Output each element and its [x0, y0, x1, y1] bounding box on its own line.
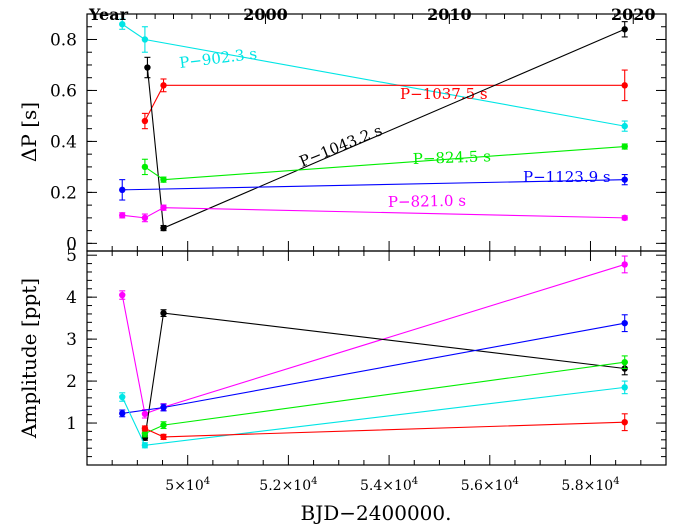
- x-tick-times: ×10: [483, 478, 513, 494]
- top-point: [621, 214, 628, 222]
- bottom-point: [119, 393, 126, 401]
- x-tick-label: 5.4×104: [360, 476, 418, 494]
- x-tick-label: 5.2×104: [259, 476, 317, 494]
- series-label: P−824.5 s: [413, 147, 492, 168]
- top-point: [621, 122, 628, 130]
- bottom-point: [160, 421, 167, 429]
- top-point: [621, 82, 628, 89]
- top-ytick-label: 0.2: [50, 183, 77, 203]
- bottom-series-line: [121, 263, 625, 415]
- x-tick-label: 5.6×104: [461, 476, 519, 494]
- bottom-point: [141, 425, 149, 432]
- x-tick-mantissa: 5.8: [561, 478, 583, 494]
- bottom-ytick-label: 1: [66, 414, 77, 434]
- top-ytick-label: 0.6: [50, 81, 77, 101]
- series-label: P−821.0 s: [388, 192, 466, 211]
- top-point: [621, 26, 628, 33]
- bottom-ytick-label: 5: [66, 246, 77, 266]
- top-point: [621, 143, 628, 150]
- bottom-point: [621, 358, 628, 366]
- top-point: [160, 176, 167, 183]
- top-point: [141, 36, 149, 43]
- x-tick-times: ×10: [282, 478, 312, 494]
- series-label: P−1037.5 s: [400, 85, 488, 103]
- top-ytick-label: 0.4: [50, 132, 77, 152]
- x-tick-times: ×10: [174, 478, 204, 494]
- top-point: [144, 64, 151, 71]
- x-tick-times: ×10: [584, 478, 614, 494]
- bottom-panel-series: [119, 255, 628, 449]
- bottom-point: [141, 442, 149, 449]
- top-series: P−1037.5 s: [141, 69, 628, 130]
- top-ytick-label: 0: [66, 234, 77, 254]
- top-point: [141, 214, 149, 222]
- x-tick-exponent: 4: [412, 476, 418, 487]
- bottom-point: [160, 404, 167, 411]
- bottom-point: [119, 410, 126, 417]
- bottom-series: [141, 413, 628, 441]
- top-ylabel: ΔP [s]: [17, 102, 41, 162]
- top-point: [141, 163, 149, 171]
- top-point: [119, 212, 126, 219]
- bottom-ytick-label: 3: [66, 330, 77, 350]
- x-tick-mantissa: 5: [165, 478, 174, 494]
- bottom-point: [621, 384, 628, 391]
- x-axis-label: BJD−2400000.: [301, 501, 452, 525]
- top-axis-label: Year: [88, 5, 129, 24]
- bottom-series-line: [122, 322, 625, 414]
- bottom-point: [621, 261, 628, 268]
- bottom-point: [160, 433, 167, 441]
- bottom-series: [119, 314, 628, 418]
- x-tick-mantissa: 5.4: [360, 478, 382, 494]
- bottom-ylabel: Amplitude [ppt]: [17, 278, 41, 439]
- bottom-point: [621, 319, 628, 327]
- top-series-line: [144, 84, 625, 122]
- x-tick-times: ×10: [382, 478, 412, 494]
- top-point: [141, 117, 149, 125]
- top-point: [160, 224, 167, 232]
- x-tick-exponent: 4: [311, 476, 317, 487]
- top-series-line: [122, 207, 625, 219]
- x-tick-exponent: 4: [513, 476, 519, 487]
- top-series-line: [122, 179, 625, 191]
- bottom-ytick-label: 4: [66, 288, 77, 308]
- series-label: P−1043.2 s: [297, 121, 385, 171]
- top-series: P−902.3 s: [119, 18, 628, 132]
- bottom-ytick-label: 2: [66, 372, 77, 392]
- top-series-line: [121, 23, 625, 127]
- x-tick-mantissa: 5.2: [259, 478, 281, 494]
- top-point: [621, 176, 628, 183]
- bottom-series: [119, 380, 628, 449]
- top-series: P−821.0 s: [119, 192, 628, 223]
- top-series: P−1123.9 s: [119, 168, 628, 201]
- top-point: [160, 204, 167, 211]
- bottom-point: [119, 291, 126, 299]
- bottom-point: [621, 419, 628, 426]
- bottom-panel-frame: [86, 250, 667, 466]
- top-ytick-label: 0.8: [50, 30, 77, 50]
- x-tick-exponent: 4: [204, 476, 210, 487]
- x-tick-label: 5×104: [165, 476, 210, 494]
- bottom-series: [141, 309, 628, 441]
- top-point: [160, 82, 167, 89]
- bottom-point: [141, 410, 149, 418]
- top-point: [119, 20, 126, 28]
- x-tick-mantissa: 5.6: [461, 478, 483, 494]
- bottom-series-line: [144, 312, 625, 438]
- bottom-series-line: [144, 421, 625, 438]
- top-point: [119, 186, 126, 194]
- bottom-point: [141, 430, 149, 437]
- series-label: P−1123.9 s: [523, 168, 611, 186]
- bottom-point: [160, 309, 167, 317]
- series-label: P−902.3 s: [178, 45, 258, 72]
- x-tick-label: 5.8×104: [561, 476, 619, 494]
- top-series: P−824.5 s: [141, 143, 628, 183]
- x-tick-exponent: 4: [613, 476, 619, 487]
- top-panel-series: P−902.3 s P−1037.5 s P−1043.2 s P−824.5 s P−…: [119, 18, 628, 232]
